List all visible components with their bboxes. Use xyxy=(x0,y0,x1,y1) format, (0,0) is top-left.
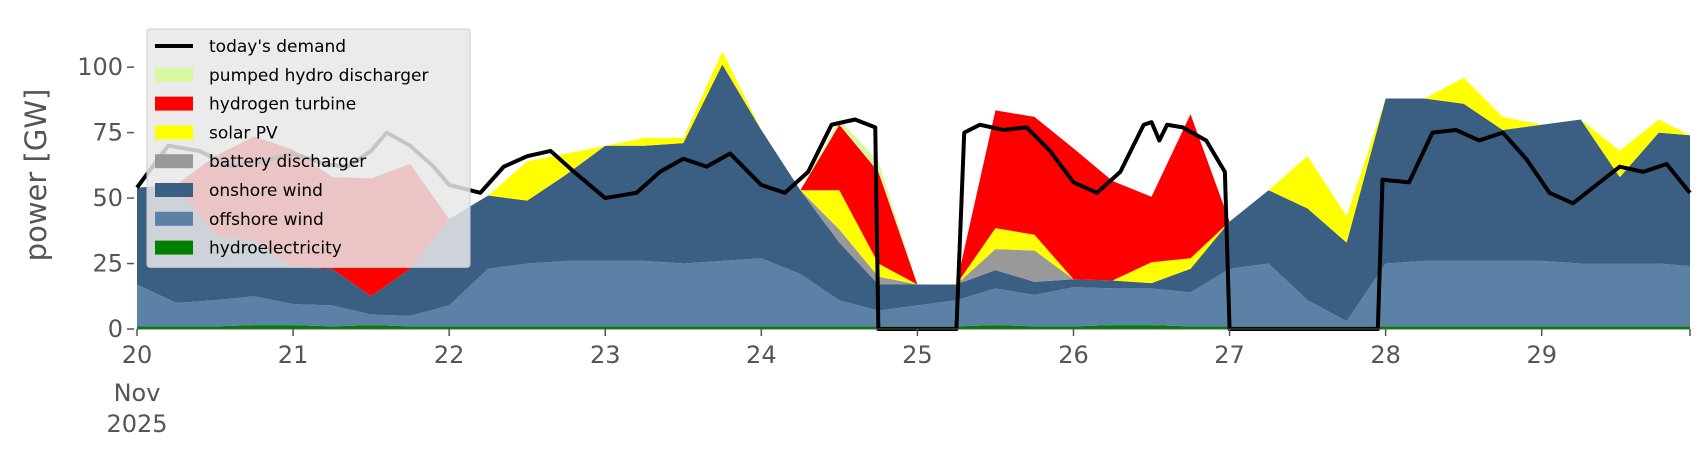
x-axis-year-label: 2025 xyxy=(106,410,167,438)
x-tick-label-20: 20 xyxy=(122,341,153,369)
legend-swatch-offshore-wind xyxy=(155,211,193,226)
y-axis-label: power [GW] xyxy=(19,89,53,262)
x-tick-label-23: 23 xyxy=(590,341,621,369)
x-tick-label-22: 22 xyxy=(434,341,465,369)
legend-label-onshore-wind: onshore wind xyxy=(209,181,323,201)
legend-label-offshore-wind: offshore wind xyxy=(209,210,324,230)
x-tick-label-27: 27 xyxy=(1214,341,1245,369)
legend: today's demand pumped hydro discharger hyd… xyxy=(146,28,471,268)
y-tick-label-75: 75 xyxy=(92,119,123,147)
legend-label-hydrogen-turbine: hydrogen turbine xyxy=(209,95,356,115)
legend-label-solar-pv: solar PV xyxy=(209,123,278,143)
legend-swatch-pumped-hydro-discharger xyxy=(155,67,193,82)
x-tick-label-29: 29 xyxy=(1526,341,1557,369)
area-onshore-wind xyxy=(137,64,1690,322)
axes: power [GW] Nov 2025 0 25 50 75 100 20 21 22 23 24… xyxy=(19,53,1691,438)
legend-label-pumped-hydro-discharger: pumped hydro discharger xyxy=(209,66,428,86)
y-tick-label-100: 100 xyxy=(77,53,123,81)
legend-swatch-hydroelectricity xyxy=(155,240,193,255)
x-tick-label-25: 25 xyxy=(902,341,933,369)
area-offshore-wind xyxy=(137,258,1690,327)
y-tick-label-0: 0 xyxy=(108,315,123,343)
legend-swatch-solar-pv xyxy=(155,125,193,140)
y-tick-label-25: 25 xyxy=(92,250,123,278)
legend-swatch-onshore-wind xyxy=(155,183,193,197)
legend-label-battery-discharger: battery discharger xyxy=(209,152,366,172)
legend-swatch-hydrogen-turbine xyxy=(155,96,193,111)
x-axis-month-label: Nov xyxy=(114,379,161,407)
legend-swatch-battery-discharger xyxy=(155,154,193,169)
legend-box xyxy=(146,28,471,268)
x-tick-label-24: 24 xyxy=(746,341,777,369)
y-tick-label-50: 50 xyxy=(92,184,123,212)
x-tick-label-21: 21 xyxy=(278,341,309,369)
x-tick-label-28: 28 xyxy=(1370,341,1401,369)
legend-label-hydroelectricity: hydroelectricity xyxy=(209,239,342,259)
x-tick-label-26: 26 xyxy=(1058,341,1089,369)
legend-label-today-s-demand: today's demand xyxy=(209,37,346,57)
